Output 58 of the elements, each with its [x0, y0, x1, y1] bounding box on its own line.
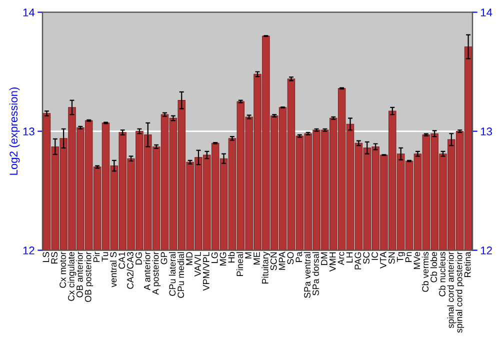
x-tick-label: SCN: [270, 252, 277, 270]
y-axis-title: Log2 (expression): [9, 87, 20, 175]
x-tick-label: IC: [372, 252, 378, 260]
x-tick-label: A anterior: [144, 252, 150, 290]
x-tick-label: Arc: [338, 252, 344, 266]
x-tick-label: CPu medial: [177, 252, 184, 298]
x-tick-label: Cb vermis: [422, 252, 429, 292]
x-tick-label: Pir: [93, 252, 100, 262]
x-tick-label: Pn: [405, 252, 412, 262]
x-tick-label: LG: [211, 252, 218, 263]
x-tick-label: RS: [51, 252, 58, 264]
x-tick-label: spinal cord posterior: [456, 252, 464, 333]
x-tick-label: Pa: [296, 252, 302, 262]
y-tick-label: 13: [23, 128, 34, 136]
x-tick-label: VA/VL: [194, 252, 201, 277]
x-tick-label: CPu lateral: [168, 252, 176, 296]
x-tick-label: Pineal: [236, 252, 244, 276]
x-tick-label: MD: [186, 252, 192, 265]
x-tick-label: MG: [220, 252, 226, 266]
x-tick-label: OB anterior: [76, 252, 83, 298]
x-tick-label: Pituitary: [262, 252, 270, 284]
x-tick-label: LS: [42, 252, 50, 262]
x-tick-label: Retina: [464, 252, 471, 277]
x-tick-label: MVe: [414, 252, 420, 269]
x-tick-label: SC: [363, 252, 370, 264]
y2-tick-label: 13: [480, 128, 492, 136]
x-tick-label: Cb lobe: [430, 252, 437, 282]
x-tick-label: Cx motor: [60, 252, 66, 288]
x-tick-label: MPA: [278, 252, 286, 270]
y2-tick-label: 14: [480, 8, 492, 16]
x-tick-label: CA1: [118, 252, 126, 269]
x-tick-label: CA2/CA3: [126, 252, 134, 289]
x-tick-label: PAG: [354, 252, 362, 270]
x-tick-label: VTA: [380, 252, 386, 268]
x-tick-label: Tg: [396, 252, 406, 262]
x-tick-label: ME: [254, 252, 260, 264]
x-tick-label: DM: [321, 252, 328, 265]
x-tick-label: VMH: [330, 252, 336, 272]
x-tick-label: ventral S: [110, 252, 117, 288]
x-tick-label: SN: [388, 252, 395, 264]
x-tick-label: SPa ventral: [304, 252, 311, 298]
y2-tick-label: 12: [480, 246, 492, 254]
x-tick-label: A posterior: [152, 252, 161, 295]
x-tick-label: M: [245, 252, 252, 258]
x-tick-label: SO: [287, 252, 294, 264]
y-tick-label: 12: [23, 246, 34, 254]
y-tick-label: 14: [23, 8, 35, 16]
x-tick-label: Tu: [102, 252, 108, 262]
x-tick-label: OB posterior: [84, 252, 94, 302]
x-tick-label: DG: [135, 252, 142, 264]
x-tick-label: VPM/VPL: [202, 252, 210, 291]
x-tick-label: Hb: [228, 252, 235, 262]
x-tick-label: GP: [160, 252, 168, 264]
x-tick-label: SPa dorsal: [312, 252, 319, 296]
x-tick-label: spinal cord anterior: [447, 252, 456, 328]
x-tick-label: Cx cingulate: [68, 252, 76, 301]
x-tick-label: Cb nucleus: [438, 252, 446, 296]
x-tick-label: LH: [346, 252, 353, 262]
